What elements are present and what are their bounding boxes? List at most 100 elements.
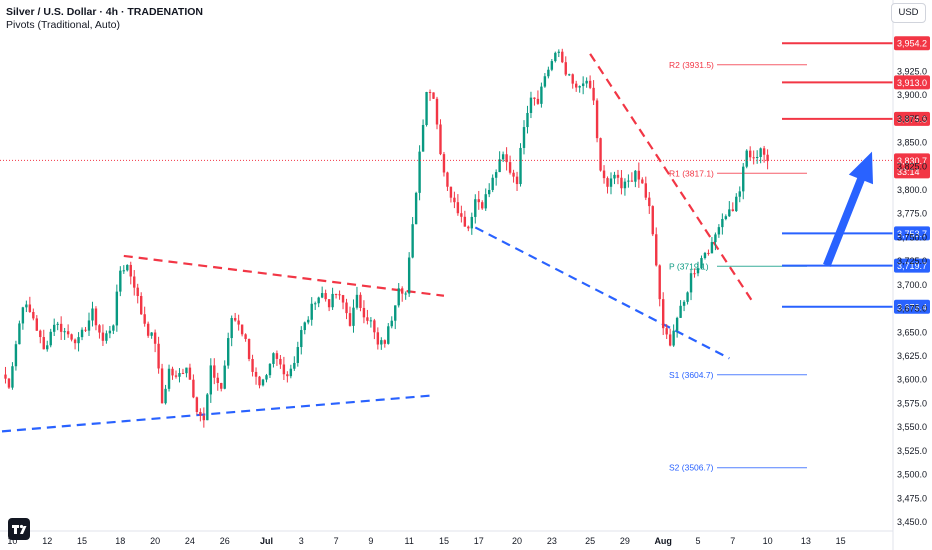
candle-body[interactable] (404, 293, 407, 295)
candle-body[interactable] (327, 299, 331, 308)
candle-body[interactable] (237, 320, 240, 325)
candle-body[interactable] (491, 177, 494, 190)
candle-body[interactable] (606, 178, 609, 187)
candle-body[interactable] (174, 375, 178, 377)
candle-body[interactable] (178, 373, 181, 377)
candle-body[interactable] (261, 379, 265, 386)
candle-body[interactable] (133, 276, 136, 288)
candle-body[interactable] (575, 83, 578, 88)
candle-body[interactable] (752, 157, 755, 159)
candle-body[interactable] (14, 344, 18, 367)
candle-body[interactable] (602, 170, 606, 179)
candle-body[interactable] (73, 339, 77, 344)
candle-body[interactable] (564, 62, 567, 75)
candle-body[interactable] (484, 194, 487, 209)
candle-body[interactable] (696, 268, 700, 274)
candle-body[interactable] (515, 176, 519, 185)
candle-body[interactable] (585, 80, 588, 84)
candle-body[interactable] (460, 213, 463, 217)
candle-body[interactable] (742, 166, 745, 192)
level-price-tag[interactable] (894, 36, 930, 51)
candle-body[interactable] (307, 319, 310, 323)
candle-body[interactable] (662, 299, 665, 329)
candle-body[interactable] (536, 98, 540, 104)
candle-body[interactable] (682, 301, 686, 306)
candle-body[interactable] (303, 322, 306, 331)
candle-body[interactable] (53, 324, 56, 332)
candle-body[interactable] (571, 74, 574, 84)
candle-body[interactable] (672, 330, 675, 346)
candle-body[interactable] (439, 124, 442, 155)
candle-body[interactable] (755, 156, 759, 158)
candle-body[interactable] (620, 177, 623, 189)
candle-body[interactable] (129, 264, 132, 277)
candle-body[interactable] (714, 234, 717, 243)
candle-body[interactable] (425, 92, 428, 125)
candle-body[interactable] (310, 303, 313, 320)
candle-body[interactable] (320, 293, 324, 298)
candle-body[interactable] (143, 314, 146, 324)
candle-body[interactable] (749, 150, 752, 158)
time-axis[interactable]: 10 12 15 18 20 24 26 Jul 3 7 9 11 15 17 20 23 25 29 Aug 5 7 1… (0, 530, 893, 546)
candle-body[interactable] (150, 332, 153, 336)
candles-layer[interactable] (4, 48, 769, 428)
candle-body[interactable] (456, 202, 460, 214)
candle-body[interactable] (689, 273, 693, 293)
candle-body[interactable] (581, 83, 585, 87)
candle-body[interactable] (199, 411, 202, 416)
candle-body[interactable] (42, 337, 45, 350)
candle-body[interactable] (348, 313, 352, 326)
candle-body[interactable] (7, 378, 11, 388)
candle-body[interactable] (265, 375, 268, 380)
candle-body[interactable] (126, 264, 129, 271)
candle-body[interactable] (317, 297, 320, 304)
candle-body[interactable] (595, 100, 599, 139)
level-price-tag[interactable] (894, 75, 930, 90)
candle-body[interactable] (84, 329, 87, 331)
candle-body[interactable] (28, 304, 32, 312)
candle-body[interactable] (637, 170, 641, 180)
candle-body[interactable] (449, 186, 453, 198)
candle-body[interactable] (268, 363, 272, 376)
candle-body[interactable] (599, 138, 602, 171)
candle-body[interactable] (738, 191, 741, 197)
price-axis[interactable]: 3,450.0 3,475.0 3,500.0 3,525.0 3,550.0 3,575… (892, 0, 927, 550)
candle-body[interactable] (80, 329, 84, 338)
candle-body[interactable] (157, 343, 160, 369)
candle-body[interactable] (394, 305, 397, 321)
candle-body[interactable] (112, 325, 115, 331)
candle-body[interactable] (613, 174, 616, 179)
candle-body[interactable] (119, 270, 122, 292)
candle-body[interactable] (247, 338, 251, 360)
candle-body[interactable] (428, 92, 432, 94)
candle-body[interactable] (766, 154, 769, 162)
candle-body[interactable] (540, 86, 543, 104)
candle-body[interactable] (87, 320, 91, 331)
candle-body[interactable] (630, 180, 634, 182)
candle-body[interactable] (376, 332, 380, 345)
candle-body[interactable] (467, 226, 470, 229)
candle-body[interactable] (108, 330, 112, 334)
candle-body[interactable] (244, 334, 247, 339)
candle-body[interactable] (77, 337, 80, 344)
candle-body[interactable] (414, 192, 418, 225)
candle-body[interactable] (49, 331, 52, 346)
candle-body[interactable] (233, 318, 237, 321)
candle-body[interactable] (505, 154, 508, 163)
candle-body[interactable] (529, 97, 533, 113)
candle-body[interactable] (470, 216, 473, 229)
candle-body[interactable] (164, 388, 167, 404)
candle-body[interactable] (658, 265, 661, 300)
candle-body[interactable] (314, 303, 317, 305)
level-price-tag[interactable] (894, 258, 930, 273)
candle-body[interactable] (634, 170, 637, 182)
candle-body[interactable] (554, 52, 557, 62)
candle-body[interactable] (66, 331, 70, 335)
candle-body[interactable] (411, 224, 414, 258)
candle-body[interactable] (4, 374, 7, 379)
candle-body[interactable] (526, 112, 529, 128)
candle-body[interactable] (547, 69, 550, 77)
candle-body[interactable] (665, 328, 668, 335)
candle-body[interactable] (383, 340, 386, 344)
candle-body[interactable] (331, 293, 334, 308)
